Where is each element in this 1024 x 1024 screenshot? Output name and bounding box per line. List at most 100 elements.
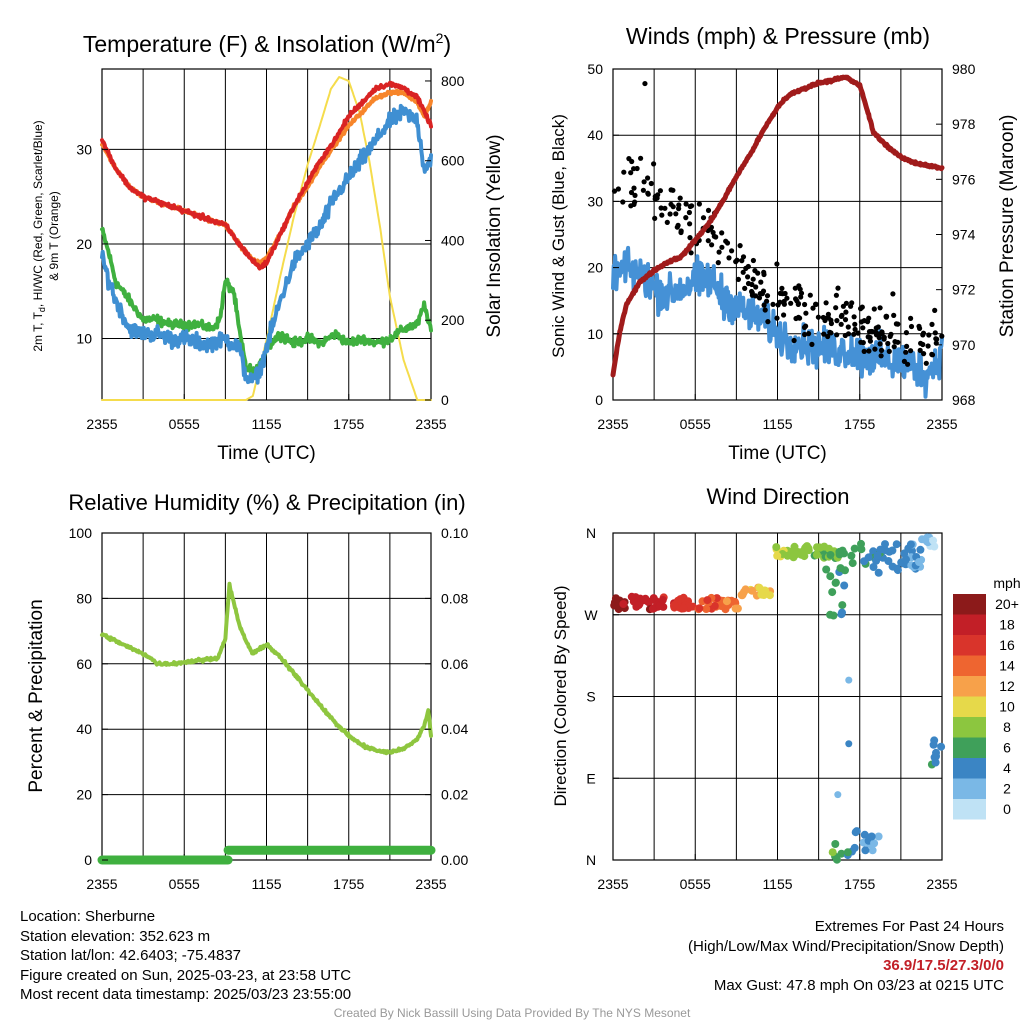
extremes-values: 36.9/17.5/27.3/0/0 bbox=[883, 957, 1004, 974]
y-tick-label: 20 bbox=[76, 787, 92, 803]
direction-point bbox=[900, 549, 909, 558]
direction-point bbox=[738, 590, 747, 599]
gust-point bbox=[921, 351, 927, 357]
direction-point bbox=[838, 601, 847, 610]
direction-point bbox=[868, 846, 877, 855]
gust-point bbox=[833, 305, 839, 311]
gust-point bbox=[770, 301, 776, 307]
legend-label: 6 bbox=[1003, 740, 1011, 756]
direction-point bbox=[828, 588, 837, 597]
direction-point bbox=[627, 592, 636, 601]
chart-title-superscript: 2 bbox=[436, 30, 444, 46]
direction-point bbox=[874, 568, 883, 577]
direction-point bbox=[847, 551, 856, 560]
gust-point bbox=[886, 348, 892, 354]
y2-tick-label: 968 bbox=[952, 392, 976, 408]
gust-point bbox=[713, 234, 719, 240]
gust-point bbox=[917, 347, 923, 353]
gust-point bbox=[641, 179, 647, 185]
series-line-pressure bbox=[610, 74, 945, 378]
gust-point bbox=[872, 346, 878, 352]
direction-point bbox=[857, 545, 866, 554]
gust-point bbox=[621, 169, 627, 175]
direction-point bbox=[840, 581, 849, 590]
direction-point bbox=[937, 742, 946, 751]
gust-point bbox=[918, 340, 924, 346]
y2-tick-label: 972 bbox=[952, 282, 976, 298]
gust-point bbox=[923, 360, 929, 366]
direction-point bbox=[634, 601, 643, 609]
y2-tick-label: 974 bbox=[952, 227, 976, 243]
direction-point bbox=[864, 553, 873, 562]
legend-label: 10 bbox=[999, 699, 1015, 715]
y-tick-label: 20 bbox=[76, 236, 92, 252]
credit-line: Created By Nick Bassill Using Data Provi… bbox=[333, 1006, 691, 1020]
y2-tick-label: 970 bbox=[952, 337, 976, 353]
y2-tick-label: 0 bbox=[441, 392, 449, 408]
y-tick-label: S bbox=[586, 689, 595, 705]
gust-point bbox=[634, 165, 640, 172]
chart-title: Winds (mph) & Pressure (mb) bbox=[626, 23, 930, 49]
legend-label: 4 bbox=[1003, 760, 1011, 776]
gust-point bbox=[657, 188, 664, 194]
gust-point bbox=[629, 158, 635, 165]
gust-point bbox=[876, 335, 882, 341]
y-axis-label-line2: & 9m T (Orange) bbox=[47, 191, 61, 281]
direction-point bbox=[874, 832, 883, 841]
legend-swatch bbox=[953, 758, 986, 779]
direction-point bbox=[851, 828, 860, 837]
gust-point bbox=[809, 341, 815, 347]
gust-point bbox=[929, 321, 935, 327]
y-tick-label: 20 bbox=[587, 260, 603, 276]
gust-point bbox=[749, 281, 755, 288]
legend-title: mph bbox=[993, 575, 1020, 591]
legend-label: 20+ bbox=[995, 596, 1019, 612]
y2-tick-label: 976 bbox=[952, 171, 976, 187]
y-axis-label-part: , HI/WC (Red, Green, Scarlet/Blue) bbox=[31, 120, 45, 307]
gust-point bbox=[877, 305, 883, 311]
gust-point bbox=[664, 219, 670, 225]
legend-swatch bbox=[953, 696, 986, 717]
gust-point bbox=[788, 300, 794, 306]
gust-point bbox=[810, 305, 816, 311]
y-axis-label-subscript: d bbox=[37, 307, 47, 312]
gust-point bbox=[640, 187, 647, 193]
x-tick-label: 1755 bbox=[844, 416, 875, 432]
gust-point bbox=[852, 326, 858, 332]
direction-point bbox=[850, 843, 859, 852]
recent-timestamp: Most recent data timestamp: 2025/03/23 2… bbox=[20, 986, 352, 1003]
x-tick-label: 2355 bbox=[926, 876, 957, 892]
legend-swatch bbox=[953, 614, 986, 635]
chart-title: Relative Humidity (%) & Precipitation (i… bbox=[68, 490, 465, 515]
chart-title-end: ) bbox=[443, 31, 451, 57]
y-tick-label: E bbox=[586, 770, 595, 786]
gust-point bbox=[890, 291, 896, 297]
gust-point bbox=[833, 292, 840, 298]
x-axis-label: Time (UTC) bbox=[728, 443, 827, 464]
gust-point bbox=[780, 291, 786, 297]
gust-point bbox=[781, 298, 787, 304]
y-tick-label: 0 bbox=[84, 852, 92, 868]
gust-point bbox=[835, 285, 841, 291]
gust-point bbox=[735, 276, 742, 282]
gust-point bbox=[620, 199, 626, 205]
direction-point bbox=[888, 546, 897, 555]
direction-point bbox=[804, 546, 813, 555]
gust-point bbox=[803, 310, 809, 316]
gust-point bbox=[683, 201, 689, 207]
gust-point bbox=[871, 306, 877, 312]
gust-point bbox=[802, 301, 808, 308]
gust-point bbox=[842, 317, 849, 323]
direction-point bbox=[835, 547, 844, 556]
x-tick-label: 1755 bbox=[333, 416, 364, 432]
direction-point bbox=[828, 848, 837, 857]
series-line-rh bbox=[100, 581, 433, 756]
direction-point bbox=[825, 544, 833, 553]
gust-point bbox=[793, 296, 799, 302]
gust-point bbox=[673, 211, 679, 217]
gust-point bbox=[723, 238, 729, 244]
gust-point bbox=[611, 188, 618, 194]
gust-point bbox=[651, 161, 657, 167]
gust-point bbox=[652, 215, 658, 221]
direction-point bbox=[870, 839, 879, 848]
